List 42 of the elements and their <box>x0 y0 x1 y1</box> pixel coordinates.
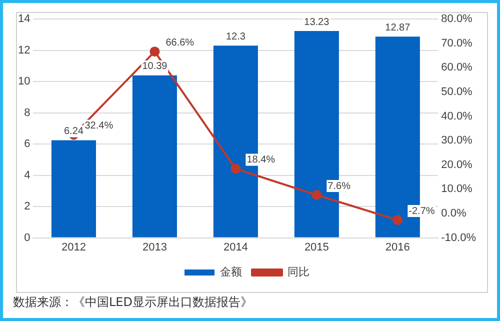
y-tick-label: 10 <box>18 76 30 88</box>
y2-tick-label: -10.0% <box>441 232 476 244</box>
point <box>392 215 403 226</box>
y-tick-label: 2 <box>24 200 30 213</box>
data-label: 12.87 <box>385 22 411 34</box>
y-tick-label: 8 <box>24 106 30 119</box>
data-label: 12.3 <box>226 31 246 42</box>
x-tick-label: 2012 <box>61 241 86 254</box>
point <box>230 164 241 174</box>
source-note: 数据来源：《中国LED显示屏出口数据报告》 <box>13 295 253 310</box>
bar <box>132 75 177 238</box>
data-label: 18.4% <box>246 154 276 166</box>
y2-tick-label: 60.0% <box>441 62 473 74</box>
bar <box>51 140 96 238</box>
data-label: 10.39 <box>142 61 168 72</box>
y2-tick-label: 50.0% <box>441 86 473 98</box>
y-tick-label: 14 <box>18 13 30 26</box>
legend-label: 金额 <box>220 265 242 278</box>
data-label: -2.7% <box>408 206 435 217</box>
x-tick-label: 2015 <box>304 241 329 254</box>
y2-tick-label: 30.0% <box>441 134 473 147</box>
data-label: 66.6% <box>166 37 194 48</box>
y2-tick-label: 40.0% <box>441 110 473 122</box>
data-label: 32.4% <box>84 120 114 132</box>
y-tick-label: 6 <box>24 138 30 150</box>
y2-tick-label: 20.0% <box>441 158 473 171</box>
x-tick-label: 2014 <box>223 241 248 254</box>
y2-tick-label: 70.0% <box>441 37 473 50</box>
y2-tick-label: 0.0% <box>441 208 466 220</box>
point <box>150 46 160 57</box>
legend-label: 同比 <box>288 265 310 278</box>
y2-tick-label: 10.0% <box>441 183 473 196</box>
y-tick-label: 4 <box>24 169 30 182</box>
data-label: 6.24 <box>64 126 84 138</box>
data-label: 7.6% <box>328 180 351 192</box>
point <box>312 190 322 200</box>
x-tick-label: 2013 <box>142 241 167 254</box>
data-label: 13.23 <box>304 16 330 28</box>
y-tick-label: 0 <box>24 232 30 244</box>
y2-tick-label: 80.0% <box>441 13 473 26</box>
y-tick-label: 12 <box>18 44 30 56</box>
x-tick-label: 2016 <box>385 241 410 254</box>
